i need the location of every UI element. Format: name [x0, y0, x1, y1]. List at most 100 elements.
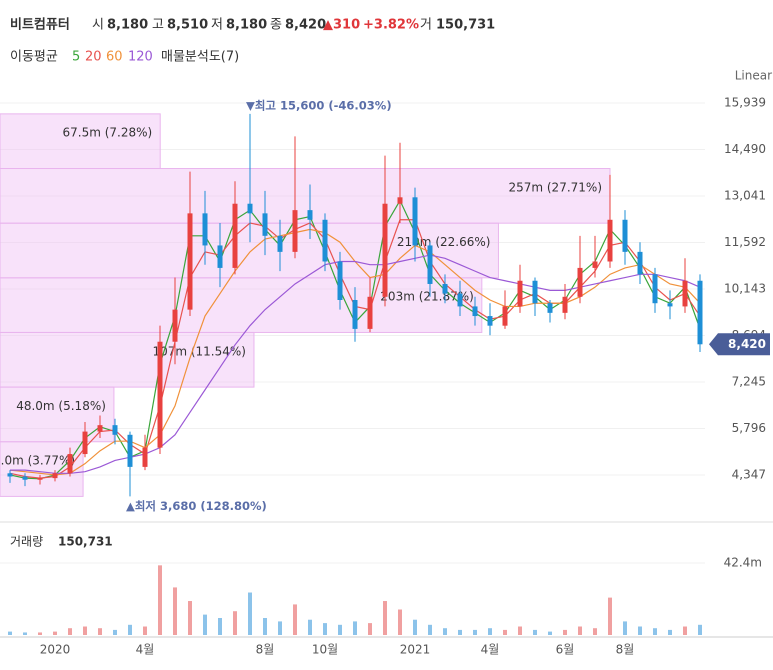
extreme-annotation: ▼최고 15,600 (-46.03%) [246, 98, 392, 112]
candle-body [637, 251, 643, 275]
candle-body [97, 425, 103, 432]
profile-label: 35.0m (3.77%) [0, 454, 75, 468]
profile-label: 48.0m (5.18%) [16, 399, 106, 413]
volume-bar [143, 626, 147, 635]
change: ▲310 [323, 18, 360, 33]
header: 비트컴퓨터 시 8,180 고 8,510 저 8,180 종 8,420 ▲3… [10, 17, 495, 33]
candle-body [322, 219, 328, 262]
volume-label: 거 [420, 18, 432, 33]
volume-bar [233, 611, 237, 635]
candle-body [187, 213, 193, 310]
candle-body [502, 306, 508, 326]
volume-bar [218, 618, 222, 635]
candle-body [367, 296, 373, 329]
candle-body [412, 197, 418, 246]
candle-body [142, 447, 148, 467]
profile-title: 매물분석도(7) [161, 50, 239, 65]
candle-body [22, 476, 28, 480]
volume-bar [263, 618, 267, 635]
volume-bar [548, 631, 552, 635]
y-tick-label: 4,347 [732, 468, 766, 482]
profile-label: 203m (21.87%) [380, 290, 474, 304]
candle-body [457, 293, 463, 307]
candle-body [397, 197, 403, 204]
candle-body [82, 431, 88, 455]
volume-bar [383, 601, 387, 635]
volume-bar [128, 624, 132, 635]
y-tick-label: 7,245 [732, 375, 766, 389]
candle-body [472, 306, 478, 317]
volume-bar [323, 623, 327, 635]
candle-body [547, 303, 553, 313]
close-value: 8,420 [285, 18, 326, 33]
y-tick-label: 13,041 [724, 188, 766, 202]
volume-title: 거래량 [10, 535, 43, 549]
volume-bar [398, 609, 402, 635]
candle-body [427, 245, 433, 284]
candle-body [652, 274, 658, 304]
candle-body [52, 473, 58, 479]
volume-tick-label: 42.4m [724, 555, 762, 569]
high-label: 고 [152, 18, 164, 33]
open-value: 8,180 [107, 18, 148, 33]
y-tick-label: 11,592 [724, 235, 766, 249]
y-tick-label: 14,490 [724, 142, 766, 156]
x-tick-label: 6월 [556, 643, 575, 657]
candle-body [7, 473, 13, 477]
extreme-annotation: ▲최저 3,680 (128.80%) [126, 499, 267, 513]
volume-bar [23, 632, 27, 635]
y-tick-label: 15,939 [724, 95, 766, 109]
volume-bar [203, 614, 207, 635]
profile-bar [0, 331, 255, 388]
profile-bar [0, 113, 161, 170]
volume-bar [278, 621, 282, 635]
volume-bar [458, 629, 462, 635]
candle-body [307, 210, 313, 220]
y-tick-label: 5,796 [732, 421, 766, 435]
profile-label: 67.5m (7.28%) [62, 126, 152, 140]
volume-bar [68, 628, 72, 635]
volume-current: 150,731 [58, 535, 113, 549]
volume-bar [443, 628, 447, 635]
volume-bar [593, 628, 597, 635]
profile-bar [0, 386, 115, 443]
ma-line [10, 254, 701, 474]
profile-bar [0, 222, 499, 279]
volume-bar [413, 619, 417, 635]
volume-bar [563, 629, 567, 635]
close-label: 종 [270, 18, 282, 33]
candle-body [37, 478, 43, 480]
volume-bar [293, 604, 297, 635]
candle-body [592, 261, 598, 268]
volume-bar [248, 592, 252, 635]
volume-bar [578, 626, 582, 635]
legend-entry: 5 [72, 50, 80, 65]
x-tick-label: 4월 [136, 643, 155, 657]
candle-body [202, 213, 208, 246]
candle-body [337, 261, 343, 301]
candle-body [67, 454, 73, 474]
profile-bar [0, 277, 483, 333]
ma-title: 이동평균 [10, 50, 58, 65]
scale-label: Linear [735, 69, 772, 83]
last-price-label: 8,420 [728, 337, 766, 351]
volume-bar [38, 632, 42, 635]
y-tick-label: 10,143 [724, 281, 766, 295]
volume-bar [518, 626, 522, 635]
volume-bar [473, 629, 477, 635]
candle-body [217, 245, 223, 268]
profile-label: 257m (27.71%) [508, 180, 602, 194]
volume-bar [8, 631, 12, 635]
volume-bar [368, 623, 372, 635]
low-value: 8,180 [226, 18, 267, 33]
volume-bar [488, 628, 492, 635]
volume-value: 150,731 [436, 18, 495, 33]
stock-name: 비트컴퓨터 [10, 17, 70, 33]
legend-entry: 20 [85, 50, 102, 65]
candle-body [667, 303, 673, 307]
candle-body [562, 296, 568, 313]
candle-body [247, 203, 253, 214]
volume-bar [158, 565, 162, 635]
candle-body [442, 283, 448, 294]
